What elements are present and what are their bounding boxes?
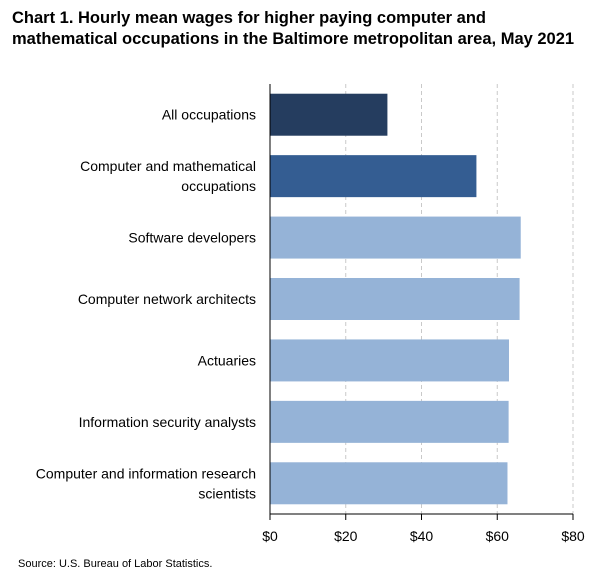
category-label-line: Computer and mathematical <box>80 158 256 174</box>
bar <box>270 155 477 198</box>
bar <box>270 400 509 443</box>
source-note: Source: U.S. Bureau of Labor Statistics. <box>18 558 213 570</box>
axes <box>269 84 574 520</box>
category-label-line: scientists <box>198 485 256 501</box>
bars <box>270 93 521 505</box>
category-label-line: Software developers <box>128 230 256 246</box>
bar <box>270 278 520 320</box>
x-tick-label: $60 <box>486 528 510 544</box>
category-label: Actuaries <box>198 352 256 368</box>
category-labels: All occupations Computer and mathematical… <box>36 107 256 502</box>
bar <box>270 93 388 136</box>
category-label: Computer and information research scienti… <box>36 465 256 501</box>
category-label-line: Computer network architects <box>78 291 256 307</box>
x-tick-label: $20 <box>334 528 358 544</box>
category-label-line: Computer and information research <box>36 465 256 481</box>
bar <box>270 339 509 382</box>
category-label-line: occupations <box>181 178 256 194</box>
category-label: All occupations <box>162 107 256 123</box>
chart-title: Chart 1. Hourly mean wages for higher pa… <box>12 9 575 48</box>
category-label: Computer network architects <box>78 291 256 307</box>
x-tick-labels: $0 $20 $40 $60 $80 <box>262 528 585 544</box>
x-tick-label: $40 <box>410 528 434 544</box>
category-label-line: Information security analysts <box>79 414 256 430</box>
bar <box>270 216 521 259</box>
category-label: Software developers <box>128 230 256 246</box>
category-label: Information security analysts <box>79 414 256 430</box>
category-label-line: All occupations <box>162 107 256 123</box>
bar <box>270 462 508 505</box>
category-label: Computer and mathematical occupations <box>80 158 256 194</box>
category-label-line: Actuaries <box>198 352 256 368</box>
x-tick-label: $80 <box>561 528 585 544</box>
x-tick-label: $0 <box>262 528 278 544</box>
